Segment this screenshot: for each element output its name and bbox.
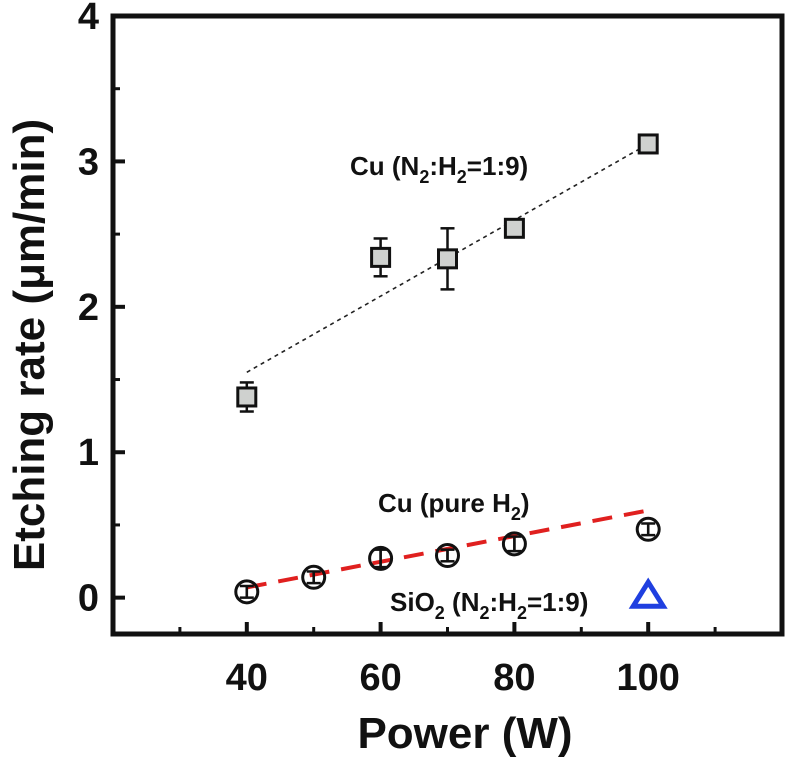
data-markers (234, 133, 668, 609)
plot-frame (110, 13, 785, 637)
trend-line-0 (246, 143, 649, 373)
y-axis-label: Etching rate (μm/min) (5, 119, 54, 571)
x-tick-label: 60 (359, 657, 401, 699)
data-point-circle (435, 542, 460, 568)
x-tick-label: 80 (493, 657, 535, 699)
annotation-cu-n2h2: Cu (N2:H2=1:9) (350, 151, 528, 187)
annotation-sio2: SiO2 (N2:H2=1:9) (390, 587, 588, 623)
data-point-square (370, 246, 392, 268)
data-point-square (236, 386, 258, 408)
data-point-square (503, 217, 525, 239)
data-point-circle (301, 564, 327, 590)
plot-border (110, 13, 785, 637)
data-point-triangle (628, 577, 668, 609)
y-tick-label: 4 (78, 0, 99, 38)
data-point-circle (501, 531, 527, 557)
y-tick-label: 3 (78, 141, 99, 183)
data-point-square (437, 248, 458, 270)
data-point-circle (368, 545, 394, 571)
data-point-circle (635, 516, 661, 542)
x-tick-label: 40 (226, 657, 268, 699)
x-axis-label: Power (W) (357, 709, 572, 758)
data-point-square (637, 133, 659, 155)
x-axis: 40 60 80 100 (178, 622, 717, 699)
annotation-cu-pure-h2: Cu (pure H2) (378, 488, 530, 524)
y-axis: 0 1 2 3 4 (78, 0, 125, 620)
trend-lines (246, 143, 649, 590)
data-point-circle (234, 579, 260, 605)
y-tick-label: 1 (78, 432, 99, 474)
y-tick-label: 0 (78, 578, 99, 620)
x-tick-label: 100 (616, 657, 679, 699)
y-tick-label: 2 (78, 287, 99, 329)
